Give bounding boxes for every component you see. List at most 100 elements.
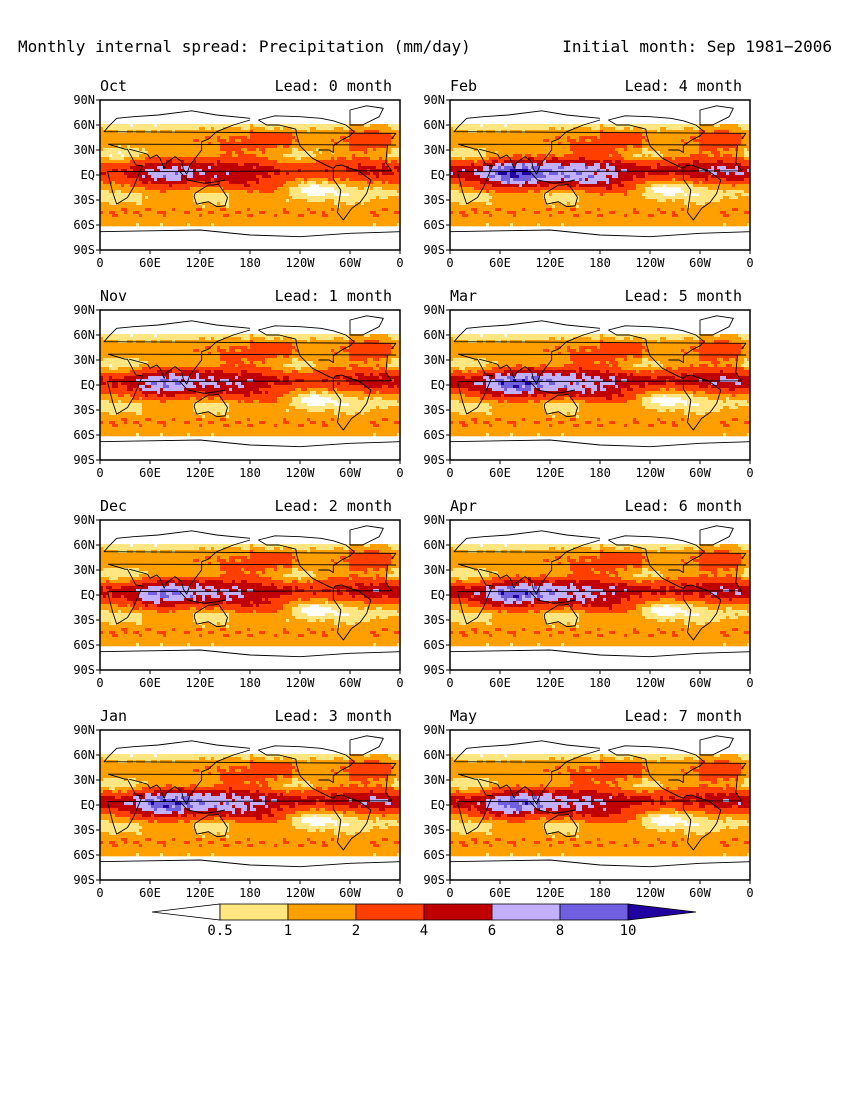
x-tick-label: 120W	[636, 886, 666, 900]
x-tick-label: 120E	[186, 886, 215, 900]
panel-lead-label: Lead: 1 month	[275, 287, 392, 305]
panel-mar: Mar Lead: 5 month 0 60E 120E 180 120W 60W 0 90N 60…	[423, 287, 753, 480]
y-tick-label: 60N	[423, 538, 445, 552]
y-tick-label: 90S	[423, 873, 445, 887]
colorbar-box	[219, 903, 289, 921]
x-tick-label: 0	[746, 466, 753, 480]
y-tick-label: 30N	[73, 563, 95, 577]
y-tick-label: 30N	[73, 773, 95, 787]
initial-month-label: Initial month: Sep 1981−2006	[562, 37, 832, 56]
panel-map	[450, 520, 750, 670]
y-tick-label: 90N	[73, 303, 95, 317]
x-tick-label: 180	[239, 886, 261, 900]
y-tick-label: EQ	[81, 588, 95, 602]
colorbar-tick-label: 1	[284, 923, 292, 939]
x-tick-label: 0	[446, 886, 453, 900]
y-tick-label: EQ	[81, 798, 95, 812]
x-tick-label: 60W	[689, 466, 711, 480]
x-tick-label: 180	[239, 256, 261, 270]
y-tick-label: 90S	[73, 243, 95, 257]
panel-nov: Nov Lead: 1 month 0 60E 120E 180 120W 60W 0 90N 60…	[73, 287, 403, 480]
x-tick-label: 60E	[139, 256, 161, 270]
x-tick-label: 0	[396, 886, 403, 900]
x-tick-label: 120E	[536, 676, 565, 690]
colorbar-box	[287, 903, 357, 921]
colorbar-box	[491, 903, 561, 921]
y-tick-label: 90S	[73, 453, 95, 467]
x-tick-label: 0	[96, 466, 103, 480]
y-tick-label: 30N	[423, 353, 445, 367]
x-tick-label: 120E	[536, 466, 565, 480]
y-tick-label: 30S	[73, 613, 95, 627]
panel-map	[450, 100, 750, 250]
y-tick-label: 60S	[73, 848, 95, 862]
panel-lead-label: Lead: 5 month	[625, 287, 742, 305]
x-tick-label: 120E	[186, 466, 215, 480]
x-tick-label: 60E	[139, 676, 161, 690]
y-tick-label: 90S	[73, 873, 95, 887]
x-tick-label: 0	[446, 676, 453, 690]
y-tick-label: EQ	[431, 798, 445, 812]
x-tick-label: 60E	[489, 256, 511, 270]
y-tick-label: 60S	[73, 428, 95, 442]
colorbar-upper-triangle	[627, 903, 697, 921]
y-tick-label: 30S	[73, 823, 95, 837]
panel-lead-label: Lead: 4 month	[625, 77, 742, 95]
panel-oct: Oct Lead: 0 month 0 60E 120E 180 120W 60W 0 90N 60…	[73, 77, 403, 270]
colorbar-tick-label: 2	[352, 923, 360, 939]
panel-map	[450, 310, 750, 460]
y-tick-label: 90N	[73, 93, 95, 107]
panel-lead-label: Lead: 3 month	[275, 707, 392, 725]
y-tick-label: 30N	[423, 773, 445, 787]
panel-month-label: Oct	[100, 77, 127, 95]
y-tick-label: 60S	[423, 848, 445, 862]
x-tick-label: 180	[589, 466, 611, 480]
x-tick-label: 60W	[339, 256, 361, 270]
y-tick-label: EQ	[81, 168, 95, 182]
y-tick-label: 30S	[423, 823, 445, 837]
panel-dec: Dec Lead: 2 month 0 60E 120E 180 120W 60W 0 90N 60…	[73, 497, 403, 690]
y-tick-label: 90N	[423, 723, 445, 737]
y-tick-label: 60N	[73, 538, 95, 552]
x-tick-label: 0	[96, 886, 103, 900]
x-tick-label: 0	[446, 256, 453, 270]
panel-map	[100, 520, 400, 670]
panel-lead-label: Lead: 7 month	[625, 707, 742, 725]
x-tick-label: 0	[396, 466, 403, 480]
y-tick-label: 90N	[423, 303, 445, 317]
x-tick-label: 120E	[186, 676, 215, 690]
x-tick-label: 0	[96, 256, 103, 270]
x-tick-label: 60W	[339, 466, 361, 480]
x-tick-label: 120W	[636, 256, 666, 270]
colorbar: 0.5 1 2 4 6 8 10	[151, 903, 697, 939]
panel-lead-label: Lead: 6 month	[625, 497, 742, 515]
x-tick-label: 60E	[489, 676, 511, 690]
y-tick-label: EQ	[431, 168, 445, 182]
colorbar-box	[423, 903, 493, 921]
colorbar-tick-label: 8	[556, 923, 564, 939]
y-tick-label: 90N	[423, 513, 445, 527]
x-tick-label: 0	[446, 466, 453, 480]
x-tick-label: 180	[589, 256, 611, 270]
panel-month-label: Feb	[450, 77, 477, 95]
panel-lead-label: Lead: 2 month	[275, 497, 392, 515]
y-tick-label: 60S	[423, 428, 445, 442]
x-tick-label: 60E	[139, 886, 161, 900]
y-tick-label: 60N	[423, 118, 445, 132]
y-tick-label: 90S	[73, 663, 95, 677]
y-tick-label: 60N	[73, 748, 95, 762]
x-tick-label: 120W	[286, 466, 316, 480]
y-tick-label: 90S	[423, 243, 445, 257]
x-tick-label: 120E	[536, 886, 565, 900]
x-tick-label: 120W	[286, 256, 316, 270]
y-tick-label: 30N	[423, 563, 445, 577]
y-tick-label: 30S	[73, 193, 95, 207]
figure-title: Monthly internal spread: Precipitation (…	[18, 37, 471, 56]
panel-month-label: Apr	[450, 497, 477, 515]
x-tick-label: 60E	[489, 466, 511, 480]
panel-map	[100, 100, 400, 250]
panel-month-label: Jan	[100, 707, 127, 725]
panel-month-label: Dec	[100, 497, 127, 515]
y-tick-label: EQ	[81, 378, 95, 392]
